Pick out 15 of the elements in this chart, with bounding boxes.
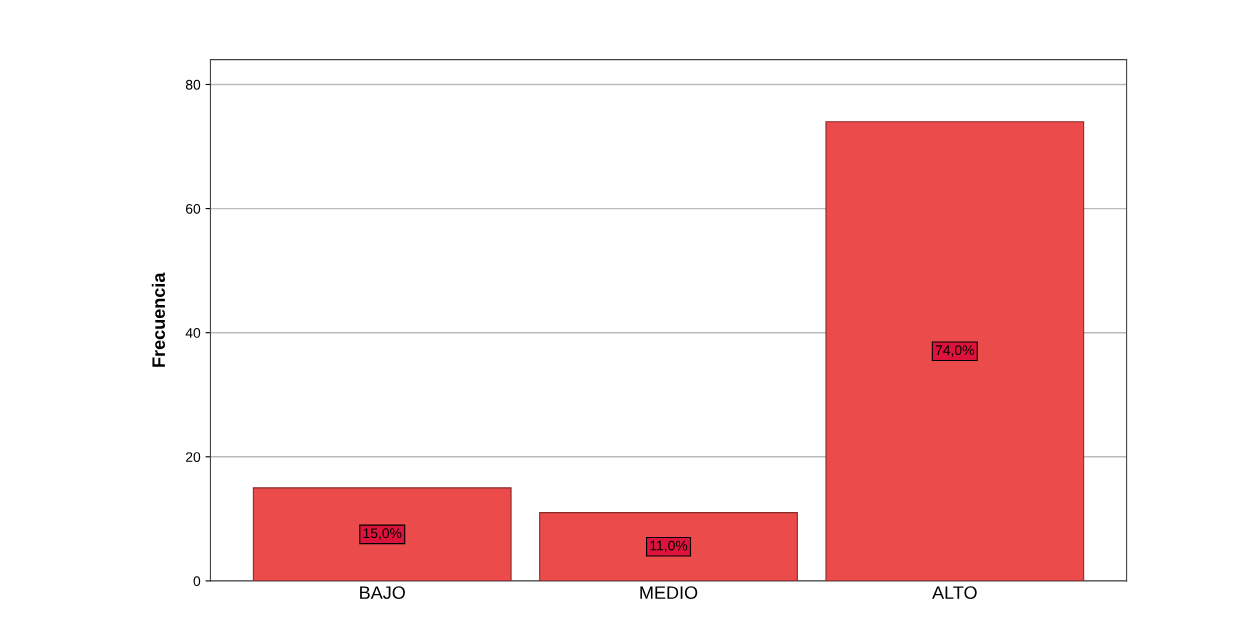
y-axis-title: Frecuencia xyxy=(151,272,166,367)
y-tick-label: 60 xyxy=(186,203,201,214)
bar xyxy=(252,487,512,581)
x-tick-label: MEDIO xyxy=(640,586,698,600)
data-label: 11,0% xyxy=(650,540,688,553)
y-tick-label: 80 xyxy=(185,79,201,90)
y-tick-label: 0 xyxy=(193,576,201,587)
y-tick-label: 40 xyxy=(185,328,201,338)
bar xyxy=(539,512,798,581)
x-tick-label: BAJO xyxy=(360,586,405,600)
bar xyxy=(825,121,1085,581)
y-tick-label: 20 xyxy=(185,452,201,462)
data-label: 15,0% xyxy=(363,528,402,540)
data-label: 74,0% xyxy=(935,345,975,357)
x-tick-label: ALTO xyxy=(932,586,977,600)
